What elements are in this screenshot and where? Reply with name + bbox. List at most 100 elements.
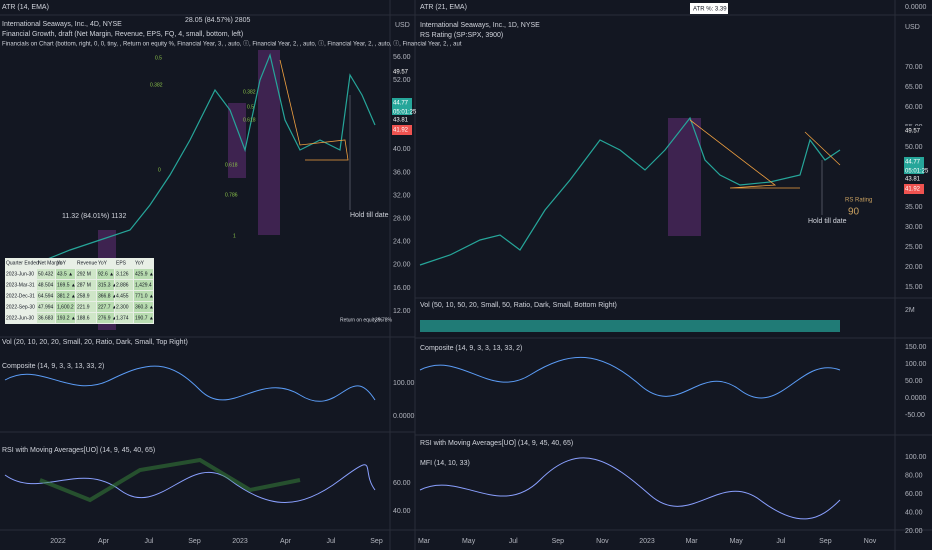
volume-label: Vol (50, 10, 50, 20, Small, 50, Ratio, D… [420, 302, 617, 309]
fib-label: 0.382 [150, 82, 163, 88]
price-tag-label: 43.81 [393, 118, 409, 124]
mfi-label: MFI (14, 10, 33) [420, 460, 470, 467]
mfi-axis-label: 80.00 [905, 472, 923, 479]
table-cell-text: 190.7 ▲ [135, 315, 154, 321]
price-axis-label: 16.00 [393, 285, 411, 292]
table-cell [76, 291, 96, 301]
table-cell-text: 221.9 [77, 304, 90, 310]
price-tag [392, 98, 412, 108]
table-cell [115, 291, 133, 301]
price-axis-label: 20.00 [393, 262, 411, 269]
x-axis-label: Sep [552, 538, 565, 545]
table-cell-text: 188.6 [77, 315, 90, 321]
composite-axis-label: 0.0000 [393, 413, 415, 420]
x-axis-label: Sep [819, 538, 832, 545]
table-cell [37, 291, 55, 301]
table-cell-text: 2023-Mar-31 [6, 282, 35, 288]
price-tag-label: 05:01:25 [393, 110, 417, 116]
price-axis-label: 56.00 [393, 54, 411, 61]
x-axis-label: 2023 [232, 538, 248, 545]
volume-label: Vol (20, 10, 20, 20, Small, 20, Ratio, D… [2, 339, 188, 346]
x-axis-label: May [462, 538, 476, 545]
table-cell [56, 313, 75, 323]
fib-label: 0.618 [243, 117, 256, 123]
table-cell-text: 43.5 ▲ [57, 271, 73, 277]
table-cell-text: 315.3 ▲ [98, 282, 117, 288]
price-tag [904, 166, 924, 176]
table-cell [56, 269, 75, 279]
table-cell-text: 36.683 [38, 315, 54, 321]
price-axis-label: 20.00 [905, 264, 923, 271]
price-axis-label: 35.00 [905, 204, 923, 211]
table-cell-text: 4.455 [116, 293, 129, 299]
price-tag-label: 44.77 [905, 160, 921, 166]
table-header: Quarter Ended [6, 260, 39, 266]
table-cell-text: 287 M [77, 282, 91, 288]
hold-label: Hold till date [350, 212, 389, 219]
table-cell-text: 2022-Jun-30 [6, 315, 34, 321]
atr-axis: 0.0000 [905, 4, 927, 11]
x-axis-label: Nov [864, 538, 877, 545]
fib-label: 0.618 [225, 162, 238, 168]
table-cell-text: 425.9 ▲ [135, 271, 154, 277]
table-header: Revenue [77, 260, 97, 266]
table-cell [76, 313, 96, 323]
table-cell-text: 360.3 ▲ [135, 304, 154, 310]
table-cell [56, 302, 75, 312]
indicator: Financials on Chart (bottom, right, 0, 0… [2, 40, 462, 48]
table-cell-text: 48.504 [38, 282, 54, 288]
price-tag [392, 67, 412, 77]
composite-axis-label: 100.00 [905, 361, 927, 368]
table-cell [76, 280, 96, 290]
table-cell-text: 227.7 ▲ [98, 304, 117, 310]
table-cell-text: 2022-Sep-30 [6, 304, 35, 310]
fib-label: 0.5 [247, 104, 254, 110]
table-cell [56, 280, 75, 290]
x-axis-label: Jul [776, 538, 785, 545]
x-axis-label: Mar [686, 538, 699, 545]
rs-rating-label: RS Rating [845, 198, 872, 204]
price-tag [392, 125, 412, 135]
table-cell-text: 2.300 [116, 304, 129, 310]
table-cell-text: 3.126 [116, 271, 129, 277]
x-axis-label: Sep [188, 538, 201, 545]
rsi-axis-label: 40.00 [393, 508, 411, 515]
price-axis-label: 40.00 [393, 146, 411, 153]
composite-axis-label: 50.00 [905, 378, 923, 385]
price-tag-label: 41.92 [905, 187, 921, 193]
atr-box [690, 3, 728, 14]
table-cell [134, 291, 153, 301]
indicator: Financial Growth, draft (Net Margin, Rev… [2, 31, 243, 38]
table-cell [97, 313, 114, 323]
price-tag-label: 49.57 [393, 70, 409, 76]
mfi-axis-label: 40.00 [905, 509, 923, 516]
x-axis-label: 2023 [639, 538, 655, 545]
table-cell-text: 2023-Jun-30 [6, 271, 34, 277]
table-header: EPS [116, 260, 127, 266]
table-cell [56, 291, 75, 301]
price-tag [392, 115, 412, 125]
table-cell [37, 269, 55, 279]
fib-label: 0.5 [155, 55, 162, 61]
price-axis-label: 24.00 [393, 239, 411, 246]
fib-label: 0.382 [243, 89, 256, 95]
table-cell-text: 92.6 ▲ [98, 271, 114, 277]
atr-value: ATR %: 3.39 [693, 7, 727, 13]
table-cell [37, 280, 55, 290]
table-cell [115, 313, 133, 323]
high-label: 28.05 (84.57%) 2805 [185, 17, 250, 24]
low-label: 11.32 (84.01%) 1132 [62, 213, 126, 220]
table-cell-text: 381.2 ▲ [57, 293, 76, 299]
x-axis-label: Jul [145, 538, 154, 545]
price-tag-label: 43.81 [905, 177, 921, 183]
composite-axis-label: 100.00 [393, 380, 415, 387]
price-axis-label: 12.00 [393, 308, 411, 315]
table-cell-text: 258.9 [77, 293, 90, 299]
table-cell-text: 771.0 ▲ [135, 293, 154, 299]
fib-label: 1 [233, 233, 236, 239]
composite-axis-label: -50.00 [905, 412, 925, 419]
table-cell [134, 313, 153, 323]
price-axis-label: 28.00 [393, 216, 411, 223]
